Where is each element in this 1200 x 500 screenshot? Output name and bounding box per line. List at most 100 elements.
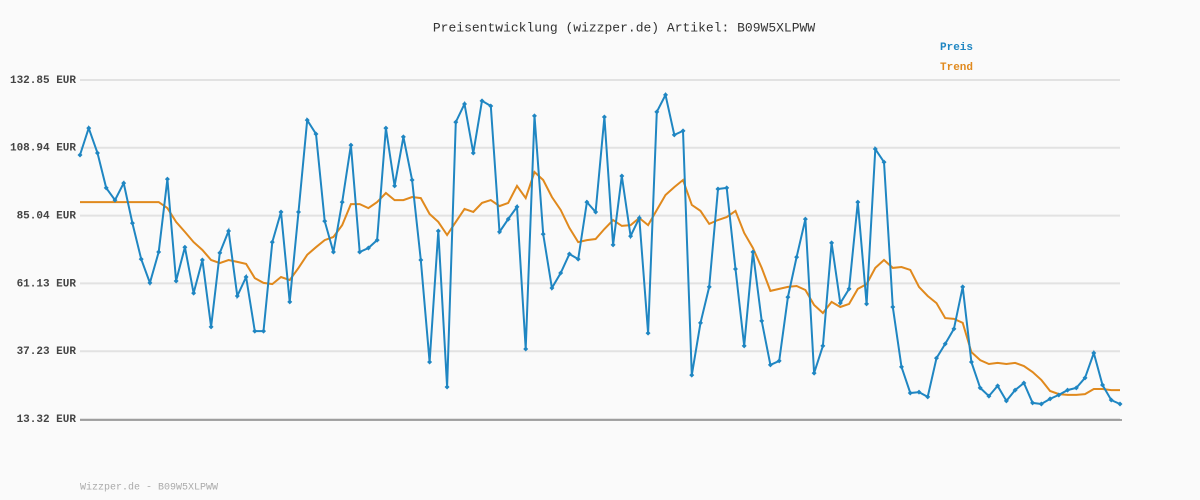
point-marker bbox=[566, 251, 572, 257]
point-marker bbox=[444, 384, 450, 390]
point-marker bbox=[409, 177, 415, 183]
point-marker bbox=[1091, 350, 1097, 356]
point-marker bbox=[383, 125, 389, 131]
point-marker bbox=[785, 294, 791, 300]
point-marker bbox=[505, 216, 511, 222]
point-marker bbox=[531, 113, 537, 119]
point-marker bbox=[304, 117, 310, 123]
point-marker bbox=[313, 131, 319, 137]
point-marker bbox=[374, 237, 380, 243]
point-marker bbox=[217, 250, 223, 256]
point-marker bbox=[864, 301, 870, 307]
point-marker bbox=[645, 330, 651, 336]
footer: Wizzper.de - B09W5XLPWW bbox=[80, 482, 218, 494]
point-marker bbox=[77, 152, 83, 158]
point-marker bbox=[636, 215, 642, 221]
point-marker bbox=[164, 176, 170, 182]
y-tick-label: 13.32 EUR bbox=[17, 414, 77, 426]
point-marker bbox=[601, 114, 607, 120]
series-line bbox=[80, 170, 1120, 396]
point-marker bbox=[942, 341, 948, 347]
point-marker bbox=[226, 228, 232, 234]
point-marker bbox=[986, 393, 992, 399]
point-marker bbox=[173, 278, 179, 284]
point-marker bbox=[706, 284, 712, 290]
point-marker bbox=[138, 256, 144, 262]
point-marker bbox=[968, 359, 974, 365]
point-marker bbox=[776, 358, 782, 364]
point-marker bbox=[811, 370, 817, 376]
point-marker bbox=[689, 372, 695, 378]
point-marker bbox=[191, 290, 197, 296]
point-marker bbox=[619, 173, 625, 179]
point-marker bbox=[488, 103, 494, 109]
chart-title: Preisentwicklung (wizzper.de) Artikel: B… bbox=[433, 20, 815, 35]
point-marker bbox=[453, 119, 459, 125]
point-marker bbox=[1003, 398, 1009, 404]
point-marker bbox=[1065, 387, 1071, 393]
point-marker bbox=[610, 242, 616, 248]
point-marker bbox=[575, 256, 581, 262]
point-marker bbox=[295, 209, 301, 215]
point-marker bbox=[837, 300, 843, 306]
y-tick-label: 61.13 EUR bbox=[17, 278, 77, 290]
point-marker bbox=[899, 364, 905, 370]
point-marker bbox=[156, 249, 162, 255]
point-marker bbox=[1117, 401, 1123, 407]
point-marker bbox=[794, 254, 800, 260]
point-marker bbox=[759, 318, 765, 324]
point-marker bbox=[1082, 375, 1088, 381]
point-marker bbox=[663, 92, 669, 98]
point-marker bbox=[995, 383, 1001, 389]
point-marker bbox=[855, 199, 861, 205]
point-marker bbox=[400, 134, 406, 140]
point-marker bbox=[933, 355, 939, 361]
point-marker bbox=[750, 249, 756, 255]
point-marker bbox=[680, 128, 686, 134]
point-marker bbox=[593, 209, 599, 215]
point-marker bbox=[628, 233, 634, 239]
point-marker bbox=[103, 185, 109, 191]
point-marker bbox=[1021, 380, 1027, 386]
point-marker bbox=[1038, 401, 1044, 407]
point-marker bbox=[322, 218, 328, 224]
point-marker bbox=[470, 150, 476, 156]
legend-label: Preis bbox=[940, 42, 973, 54]
point-marker bbox=[872, 146, 878, 152]
point-marker bbox=[724, 185, 730, 191]
point-marker bbox=[951, 326, 957, 332]
point-marker bbox=[741, 343, 747, 349]
point-marker bbox=[129, 220, 135, 226]
point-marker bbox=[261, 328, 267, 334]
point-marker bbox=[147, 280, 153, 286]
point-marker bbox=[977, 385, 983, 391]
point-marker bbox=[243, 274, 249, 280]
point-marker bbox=[1073, 385, 1079, 391]
point-marker bbox=[330, 249, 336, 255]
point-marker bbox=[348, 142, 354, 148]
point-marker bbox=[549, 285, 555, 291]
point-marker bbox=[925, 394, 931, 400]
point-marker bbox=[960, 284, 966, 290]
point-marker bbox=[916, 389, 922, 395]
point-marker bbox=[698, 320, 704, 326]
point-marker bbox=[418, 257, 424, 263]
point-marker bbox=[654, 109, 660, 115]
point-marker bbox=[112, 197, 118, 203]
point-marker bbox=[427, 359, 433, 365]
point-marker bbox=[357, 249, 363, 255]
y-tick-label: 132.85 EUR bbox=[10, 75, 76, 87]
point-marker bbox=[1047, 396, 1053, 402]
point-marker bbox=[584, 199, 590, 205]
y-tick-label: 85.04 EUR bbox=[17, 211, 77, 223]
point-marker bbox=[1108, 397, 1114, 403]
point-marker bbox=[392, 183, 398, 189]
point-marker bbox=[890, 304, 896, 310]
point-marker bbox=[523, 346, 529, 352]
point-marker bbox=[829, 240, 835, 246]
point-marker bbox=[1030, 400, 1036, 406]
point-marker bbox=[234, 293, 240, 299]
